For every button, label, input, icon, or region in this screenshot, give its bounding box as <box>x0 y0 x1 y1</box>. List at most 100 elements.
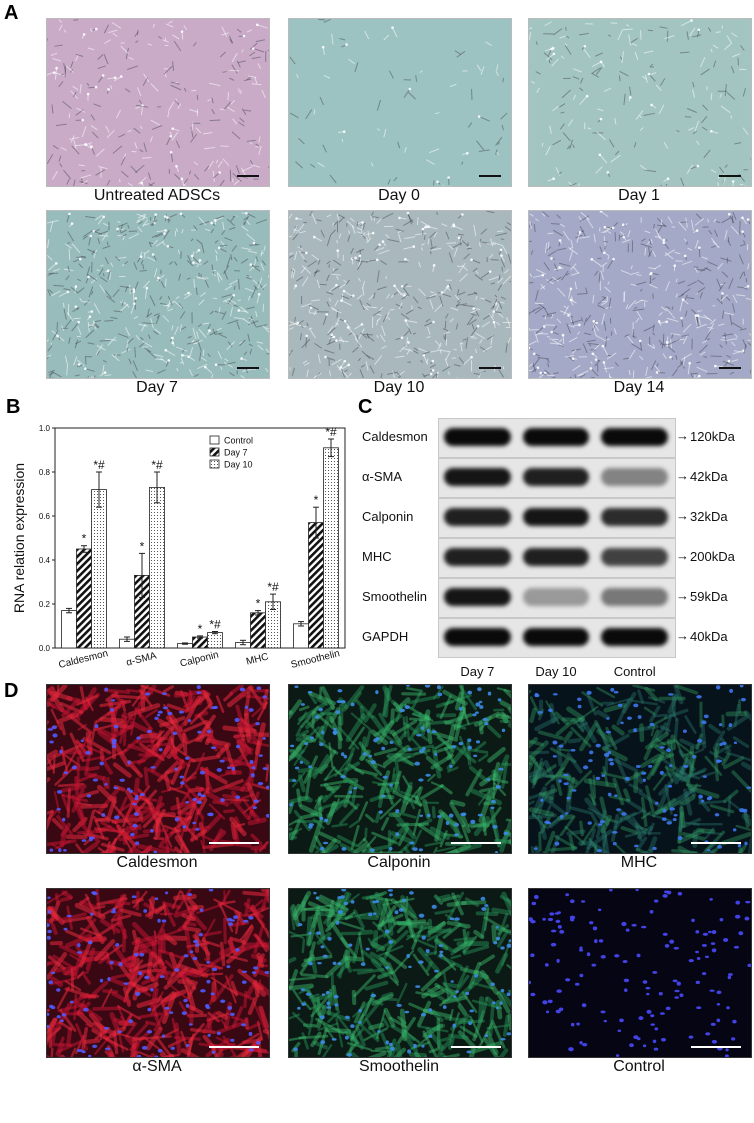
lane-label: Day 7 <box>460 664 495 679</box>
micrograph-tile <box>528 210 752 379</box>
scale-bar <box>209 1046 259 1048</box>
fluorescence-tile <box>528 684 752 854</box>
significance-mark: * <box>198 622 203 636</box>
cell-texture <box>47 211 269 378</box>
category-label: α-SMA <box>125 650 158 668</box>
fluorescence-caption: Calponin <box>367 854 431 871</box>
scale-bar <box>479 367 501 369</box>
scale-bar <box>237 367 259 369</box>
micrograph-caption: Day 0 <box>378 187 420 204</box>
micrograph-caption: Untreated ADSCs <box>93 187 221 204</box>
legend-swatch <box>209 459 220 469</box>
cell-texture <box>529 19 751 186</box>
lane-label: Control <box>613 664 656 679</box>
micrograph-tile <box>288 18 512 187</box>
micrograph-tile <box>46 18 270 187</box>
arrow-icon: → <box>676 588 689 603</box>
micrograph-caption: Day 7 <box>136 379 178 396</box>
scale-bar <box>451 842 501 844</box>
blot-band <box>601 428 668 446</box>
fluorescence-tile <box>288 684 512 854</box>
fluorescence-tile <box>46 888 270 1058</box>
fluorescence-caption: α-SMA <box>132 1058 182 1075</box>
micrograph-tile <box>528 18 752 187</box>
scale-bar <box>451 1046 501 1048</box>
molecular-weight-label: 59kDa <box>690 589 728 604</box>
fluorescence-tile <box>528 888 752 1058</box>
blot-band <box>522 588 590 606</box>
blot-band <box>444 588 511 606</box>
molecular-weight-label: 42kDa <box>690 469 728 484</box>
blot-band <box>444 428 511 446</box>
legend-swatch <box>209 435 220 445</box>
legend-label: Day 7 <box>224 448 248 458</box>
arrow-icon: → <box>676 628 689 643</box>
blot-row-label: Smoothelin <box>362 589 428 604</box>
micrograph-tile <box>288 210 512 379</box>
y-tick-label: 0.4 <box>39 556 51 565</box>
fluorescence-texture <box>289 889 511 1057</box>
bar <box>323 447 339 649</box>
scale-bar <box>691 842 741 844</box>
fluorescence-texture <box>529 889 751 1057</box>
molecular-weight-label: 120kDa <box>690 429 735 444</box>
blot-band <box>522 468 590 486</box>
bar <box>91 489 107 649</box>
molecular-weight-label: 32kDa <box>690 509 728 524</box>
blot-band <box>522 548 590 566</box>
molecular-weight-label: 200kDa <box>690 549 735 564</box>
significance-mark: *# <box>325 425 337 439</box>
cell-texture <box>289 211 511 378</box>
significance-mark: *# <box>209 618 221 632</box>
scale-bar <box>237 175 259 177</box>
legend-label: Day 10 <box>224 460 253 470</box>
micrograph-caption: Day 14 <box>613 379 665 396</box>
fluorescence-caption: MHC <box>620 854 658 871</box>
panel-letter-a: A <box>4 2 19 24</box>
significance-mark: * <box>256 597 261 611</box>
cell-texture <box>47 19 269 186</box>
micrograph-tile <box>46 210 270 379</box>
blot-band <box>444 508 511 526</box>
lane-label: Day 10 <box>535 664 577 679</box>
category-label: Calponin <box>179 649 220 669</box>
fluorescence-tile <box>288 888 512 1058</box>
blot-band <box>601 508 668 526</box>
scale-bar <box>479 175 501 177</box>
molecular-weight-label: 40kDa <box>690 629 728 644</box>
fluorescence-tile <box>46 684 270 854</box>
y-tick-label: 1.0 <box>39 424 51 433</box>
arrow-icon: → <box>676 508 689 523</box>
significance-mark: * <box>314 493 319 507</box>
fluorescence-caption: Control <box>613 1058 665 1075</box>
blot-band <box>522 508 590 526</box>
micrograph-caption: Day 1 <box>618 187 660 204</box>
fluorescence-texture <box>529 685 751 853</box>
significance-mark: *# <box>267 580 279 594</box>
panel-letter-d: D <box>4 680 19 702</box>
panel-b-bar-chart: 0.0 0.2 0.4 0.6 0.8 1.0 RNA relation expressio… <box>11 424 346 671</box>
category-label: Smoothelin <box>290 648 341 671</box>
cell-texture <box>529 211 751 378</box>
y-tick-label: 0.6 <box>39 512 51 521</box>
scale-bar <box>691 1046 741 1048</box>
blot-band <box>444 468 511 486</box>
bar <box>308 522 324 649</box>
y-tick-label: 0.8 <box>39 468 51 477</box>
blot-row-label: MHC <box>362 549 392 564</box>
blot-band <box>444 628 511 646</box>
arrow-icon: → <box>676 428 689 443</box>
panel-letter-b: B <box>6 396 21 418</box>
blot-band <box>601 548 668 566</box>
micrograph-caption: Day 10 <box>373 379 425 396</box>
bar <box>207 632 223 649</box>
blot-band <box>444 548 511 566</box>
category-label: Caldesmon <box>58 648 110 671</box>
significance-mark: * <box>140 539 145 553</box>
panel-letter-c: C <box>358 396 373 418</box>
blot-band <box>522 628 590 646</box>
blot-band <box>601 468 668 486</box>
significance-mark: * <box>82 532 87 546</box>
fluorescence-caption: Caldesmon <box>116 854 198 871</box>
scale-bar <box>209 842 259 844</box>
